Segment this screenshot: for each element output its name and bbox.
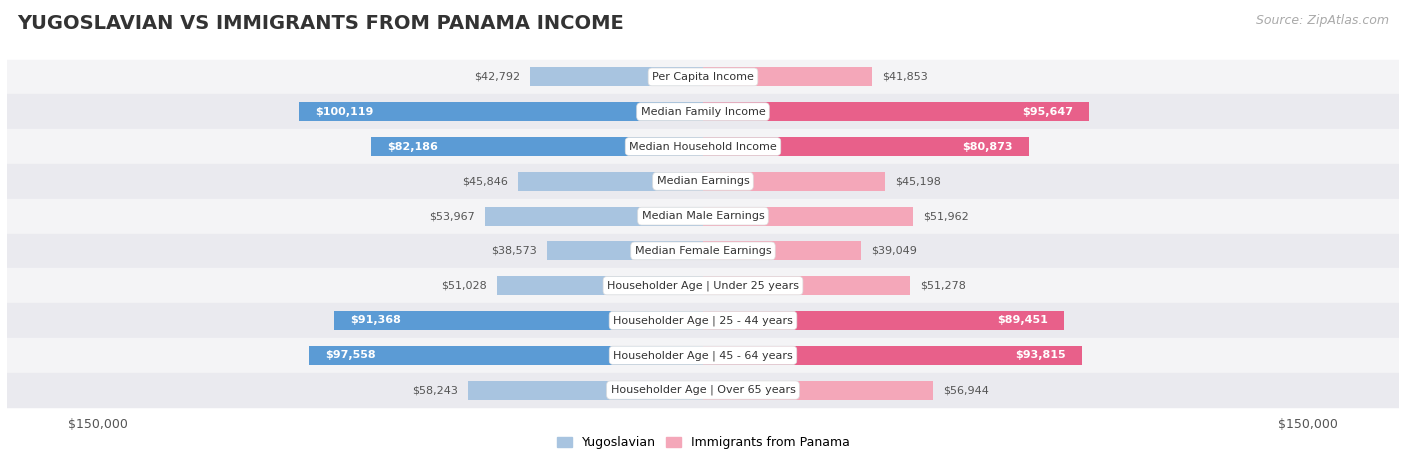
Bar: [0, 338, 1406, 373]
Bar: [0, 129, 1406, 164]
Text: Median Earnings: Median Earnings: [657, 177, 749, 186]
Text: $51,278: $51,278: [920, 281, 966, 290]
Bar: [0, 164, 1406, 198]
Bar: [703, 172, 886, 191]
Bar: [703, 67, 872, 86]
Bar: [703, 311, 1064, 330]
Text: $38,573: $38,573: [492, 246, 537, 256]
Text: $91,368: $91,368: [350, 316, 401, 325]
Bar: [498, 276, 703, 295]
Bar: [703, 137, 1029, 156]
Bar: [0, 198, 1406, 234]
Bar: [0, 59, 1406, 94]
Text: Per Capita Income: Per Capita Income: [652, 72, 754, 82]
Text: $53,967: $53,967: [429, 211, 475, 221]
Bar: [703, 381, 932, 400]
Bar: [703, 276, 910, 295]
Text: YUGOSLAVIAN VS IMMIGRANTS FROM PANAMA INCOME: YUGOSLAVIAN VS IMMIGRANTS FROM PANAMA IN…: [17, 14, 624, 33]
Text: $58,243: $58,243: [412, 385, 458, 395]
Bar: [703, 241, 860, 261]
Text: $51,028: $51,028: [441, 281, 486, 290]
Text: $45,198: $45,198: [896, 177, 942, 186]
Text: $39,049: $39,049: [870, 246, 917, 256]
Text: Median Male Earnings: Median Male Earnings: [641, 211, 765, 221]
Bar: [485, 206, 703, 226]
Text: $45,846: $45,846: [463, 177, 508, 186]
Text: $51,962: $51,962: [922, 211, 969, 221]
Bar: [547, 241, 703, 261]
Bar: [703, 346, 1081, 365]
Text: Householder Age | 25 - 44 years: Householder Age | 25 - 44 years: [613, 315, 793, 326]
Bar: [0, 94, 1406, 129]
Text: $41,853: $41,853: [882, 72, 928, 82]
Text: $42,792: $42,792: [474, 72, 520, 82]
Legend: Yugoslavian, Immigrants from Panama: Yugoslavian, Immigrants from Panama: [551, 432, 855, 454]
Bar: [517, 172, 703, 191]
Bar: [0, 269, 1406, 303]
Text: Householder Age | 45 - 64 years: Householder Age | 45 - 64 years: [613, 350, 793, 361]
Bar: [299, 102, 703, 121]
Text: Source: ZipAtlas.com: Source: ZipAtlas.com: [1256, 14, 1389, 27]
Text: $56,944: $56,944: [943, 385, 988, 395]
Text: $80,873: $80,873: [963, 142, 1014, 151]
Bar: [703, 206, 912, 226]
Bar: [309, 346, 703, 365]
Bar: [468, 381, 703, 400]
Text: $89,451: $89,451: [997, 316, 1047, 325]
Text: $95,647: $95,647: [1022, 107, 1073, 117]
Text: $100,119: $100,119: [315, 107, 374, 117]
Bar: [371, 137, 703, 156]
Bar: [0, 303, 1406, 338]
Bar: [530, 67, 703, 86]
Bar: [0, 234, 1406, 269]
Bar: [0, 373, 1406, 408]
Text: $93,815: $93,815: [1015, 350, 1066, 360]
Text: Householder Age | Under 25 years: Householder Age | Under 25 years: [607, 281, 799, 291]
Bar: [703, 102, 1088, 121]
Text: $97,558: $97,558: [326, 350, 377, 360]
Text: Median Household Income: Median Household Income: [628, 142, 778, 151]
Text: Median Family Income: Median Family Income: [641, 107, 765, 117]
Bar: [335, 311, 703, 330]
Text: Median Female Earnings: Median Female Earnings: [634, 246, 772, 256]
Text: $82,186: $82,186: [388, 142, 439, 151]
Text: Householder Age | Over 65 years: Householder Age | Over 65 years: [610, 385, 796, 396]
